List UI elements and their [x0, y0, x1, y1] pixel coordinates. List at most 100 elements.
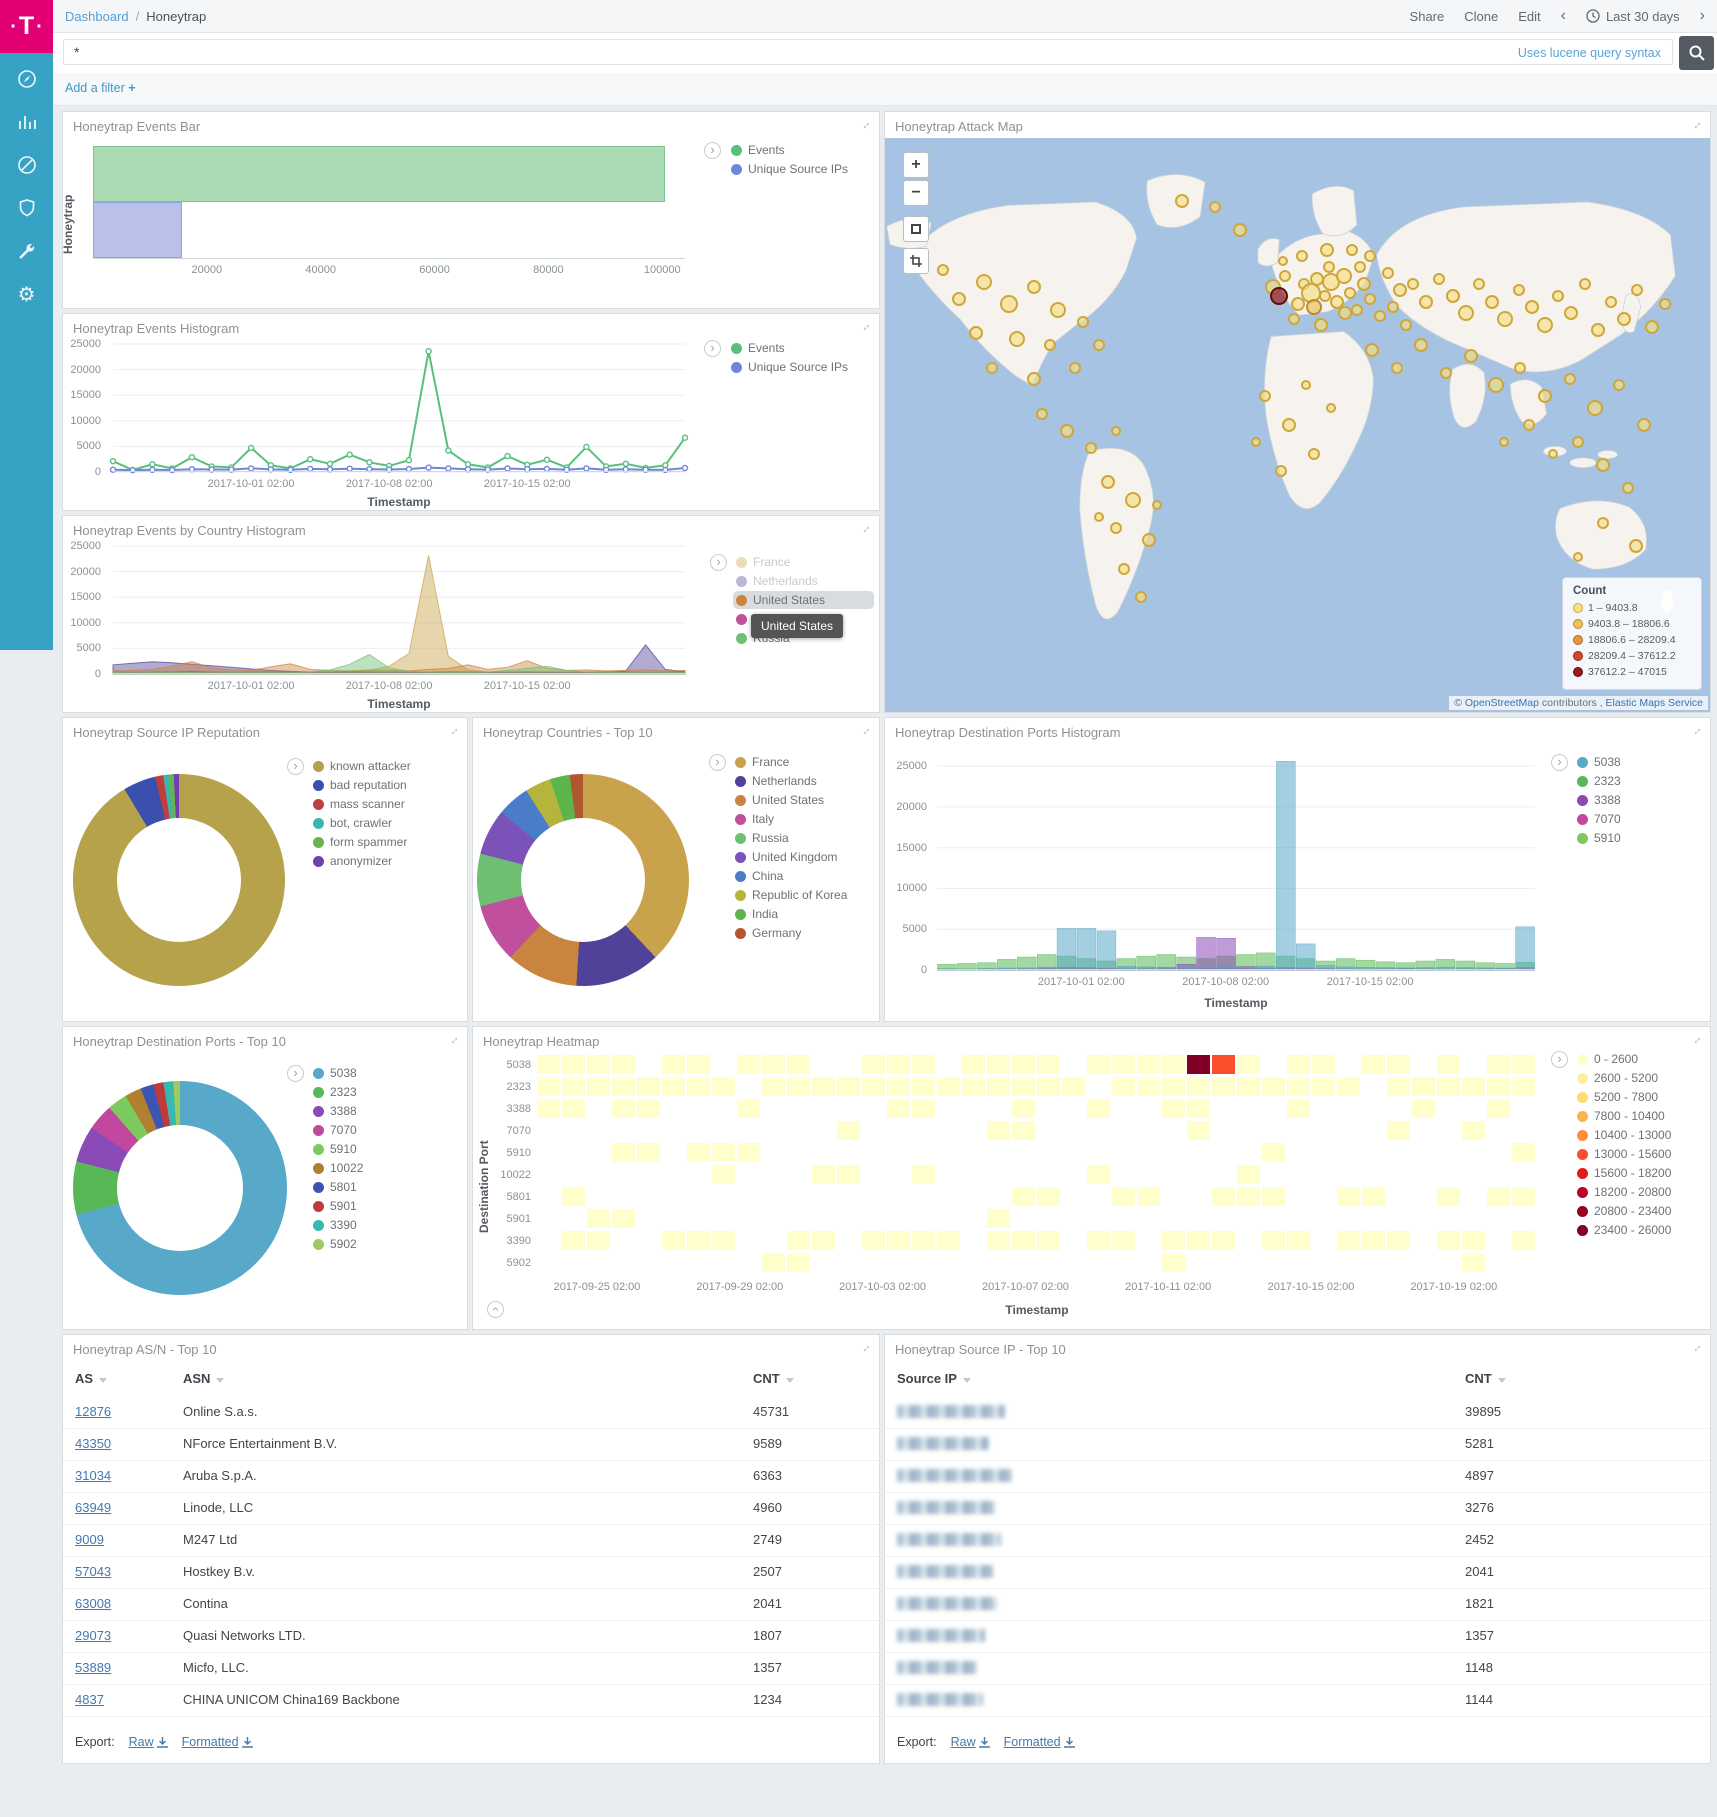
legend-item[interactable]: 5801 — [313, 1181, 453, 1193]
legend-item[interactable]: United Kingdom — [735, 851, 875, 863]
legend-item[interactable]: anonymizer — [313, 855, 463, 867]
column-header-as[interactable]: AS — [75, 1371, 108, 1386]
legend-item[interactable]: 10400 - 13000 — [1577, 1129, 1697, 1141]
legend-item[interactable]: 5038 — [1577, 756, 1697, 768]
legend-item[interactable]: 5901 — [313, 1200, 453, 1212]
legend-item[interactable]: Netherlands — [736, 575, 871, 587]
as-link[interactable]: 63008 — [75, 1596, 112, 1611]
legend-item[interactable]: 2323 — [1577, 775, 1697, 787]
expand-icon[interactable] — [858, 521, 872, 535]
expand-icon[interactable] — [1689, 117, 1703, 131]
legend-item[interactable]: 7070 — [313, 1124, 453, 1136]
as-link[interactable]: 4837 — [75, 1692, 104, 1707]
legend-item[interactable]: Unique Source IPs — [731, 163, 871, 175]
time-next-icon[interactable]: › — [1699, 7, 1705, 24]
legend-item[interactable]: Events — [731, 144, 871, 156]
discover-compass-icon[interactable] — [16, 68, 38, 90]
openstreetmap-link[interactable]: OpenStreetMap — [1464, 697, 1539, 709]
legend-item[interactable]: 7800 - 10400 — [1577, 1110, 1697, 1122]
management-gear-icon[interactable]: ⚙ — [17, 283, 36, 306]
legend-item[interactable]: India — [735, 908, 875, 920]
lucene-syntax-link[interactable]: Uses lucene query syntax — [1517, 46, 1661, 60]
legend-item[interactable]: mass scanner — [313, 798, 463, 810]
legend-collapse-icon[interactable] — [1551, 754, 1568, 771]
expand-icon[interactable] — [858, 319, 872, 333]
legend-item[interactable]: Events — [731, 342, 871, 354]
legend-item[interactable]: 15600 - 18200 — [1577, 1167, 1697, 1179]
legend-item[interactable]: United States — [735, 794, 875, 806]
expand-icon[interactable] — [1689, 1340, 1703, 1354]
legend-item[interactable]: 3388 — [313, 1105, 453, 1117]
column-header-asn[interactable]: ASN — [183, 1371, 225, 1386]
elastic-maps-link[interactable]: Elastic Maps Service — [1605, 697, 1703, 709]
column-header-cnt[interactable]: CNT — [753, 1371, 794, 1386]
draw-filter-button[interactable] — [903, 248, 929, 274]
export-raw-link[interactable]: Raw — [951, 1735, 990, 1749]
legend-collapse-icon[interactable] — [709, 754, 726, 771]
legend-item[interactable]: 7070 — [1577, 813, 1697, 825]
legend-item[interactable]: 23400 - 26000 — [1577, 1224, 1697, 1236]
share-button[interactable]: Share — [1409, 8, 1445, 24]
expand-icon[interactable] — [446, 1032, 460, 1046]
legend-item[interactable]: bad reputation — [313, 779, 463, 791]
collapse-up-icon[interactable] — [487, 1301, 504, 1318]
expand-icon[interactable] — [858, 117, 872, 131]
column-header-source-ip[interactable]: Source IP — [897, 1371, 971, 1386]
expand-icon[interactable] — [1689, 723, 1703, 737]
time-picker[interactable]: Last 30 days — [1586, 9, 1680, 24]
zoom-in-button[interactable] — [903, 152, 929, 178]
expand-icon[interactable] — [1689, 1032, 1703, 1046]
legend-item[interactable]: 10022 — [313, 1162, 453, 1174]
legend-item[interactable]: 0 - 2600 — [1577, 1053, 1697, 1065]
legend-collapse-icon[interactable] — [704, 142, 721, 159]
legend-item[interactable]: 5200 - 7800 — [1577, 1091, 1697, 1103]
legend-collapse-icon[interactable] — [710, 554, 727, 571]
expand-icon[interactable] — [446, 723, 460, 737]
legend-item[interactable]: 18200 - 20800 — [1577, 1186, 1697, 1198]
time-prev-icon[interactable]: ‹ — [1560, 7, 1566, 24]
legend-item[interactable]: Germany — [735, 927, 875, 939]
legend-item[interactable]: France — [735, 756, 875, 768]
telekom-logo[interactable]: T — [0, 0, 53, 53]
expand-icon[interactable] — [858, 723, 872, 737]
shield-icon[interactable] — [16, 197, 38, 219]
as-link[interactable]: 43350 — [75, 1436, 112, 1451]
legend-item[interactable]: known attacker — [313, 760, 463, 772]
legend-item[interactable]: Republic of Korea — [735, 889, 875, 901]
as-link[interactable]: 29073 — [75, 1628, 112, 1643]
legend-collapse-icon[interactable] — [287, 1065, 304, 1082]
clone-button[interactable]: Clone — [1464, 8, 1499, 24]
as-link[interactable]: 53889 — [75, 1660, 112, 1675]
legend-item[interactable]: United States — [736, 594, 871, 606]
expand-icon[interactable] — [858, 1340, 872, 1354]
legend-collapse-icon[interactable] — [704, 340, 721, 357]
legend-item[interactable]: China — [735, 870, 875, 882]
legend-item[interactable]: Netherlands — [735, 775, 875, 787]
as-link[interactable]: 9009 — [75, 1532, 104, 1547]
legend-item[interactable]: 5910 — [1577, 832, 1697, 844]
as-link[interactable]: 12876 — [75, 1404, 112, 1419]
legend-item[interactable]: 2600 - 5200 — [1577, 1072, 1697, 1084]
legend-item[interactable]: 2323 — [313, 1086, 453, 1098]
legend-collapse-icon[interactable] — [1551, 1051, 1568, 1068]
legend-item[interactable]: 20800 - 23400 — [1577, 1205, 1697, 1217]
zoom-out-button[interactable] — [903, 180, 929, 206]
legend-item[interactable]: France — [736, 556, 871, 568]
export-formatted-link[interactable]: Formatted — [1004, 1735, 1075, 1749]
legend-item[interactable]: form spammer — [313, 836, 463, 848]
export-formatted-link[interactable]: Formatted — [182, 1735, 253, 1749]
fit-data-bounds-button[interactable] — [903, 216, 929, 242]
legend-collapse-icon[interactable] — [287, 758, 304, 775]
legend-item[interactable]: Russia — [735, 832, 875, 844]
legend-item[interactable]: 13000 - 15600 — [1577, 1148, 1697, 1160]
legend-item[interactable]: Unique Source IPs — [731, 361, 871, 373]
search-button[interactable] — [1679, 36, 1714, 70]
breadcrumb-dashboard-link[interactable]: Dashboard — [65, 8, 129, 24]
dashboard-icon[interactable] — [16, 154, 38, 176]
legend-item[interactable]: bot, crawler — [313, 817, 463, 829]
as-link[interactable]: 57043 — [75, 1564, 112, 1579]
edit-button[interactable]: Edit — [1518, 8, 1541, 24]
legend-item[interactable]: 3388 — [1577, 794, 1697, 806]
visualize-barchart-icon[interactable] — [16, 111, 38, 133]
